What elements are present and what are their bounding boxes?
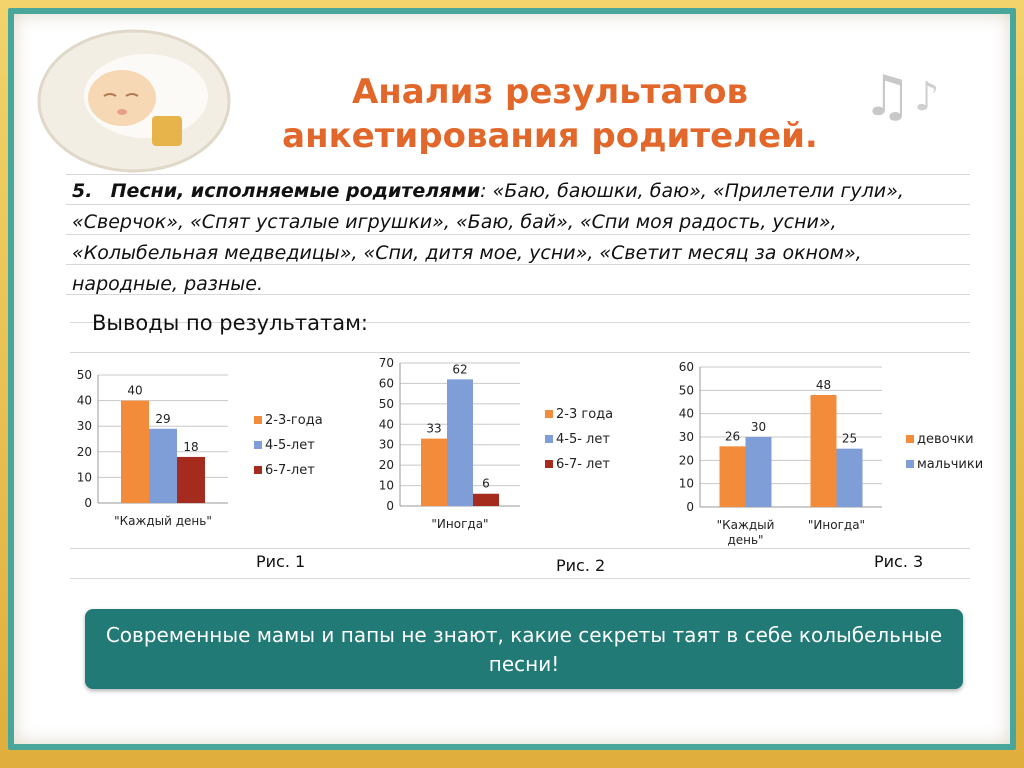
songs-paragraph: 5. Песни, исполняемые родителями: «Баю, … — [72, 176, 962, 300]
bar — [810, 395, 837, 507]
x-tick-label: день" — [727, 533, 763, 547]
legend-swatch — [545, 435, 553, 443]
bar — [421, 438, 447, 506]
title-line-2: анкетирования родителей. — [282, 116, 818, 156]
bar — [836, 448, 863, 507]
y-tick-label: 50 — [679, 383, 694, 397]
y-tick-label: 20 — [679, 453, 694, 467]
bar — [719, 446, 746, 507]
songs-number: 5. — [72, 180, 93, 202]
x-tick-label: "Каждый — [717, 518, 775, 532]
y-tick-label: 30 — [77, 419, 92, 433]
legend-swatch — [545, 460, 553, 468]
sleeping-baby-image — [37, 29, 231, 173]
y-tick-label: 0 — [686, 500, 694, 514]
y-tick-label: 30 — [379, 438, 394, 452]
legend-swatch — [254, 441, 262, 449]
songs-heading: Песни, исполняемые родителями — [110, 180, 481, 202]
y-tick-label: 40 — [679, 407, 694, 421]
legend-entry: 6-7-лет — [265, 463, 315, 478]
y-tick-label: 10 — [77, 470, 92, 484]
y-tick-label: 40 — [77, 394, 92, 408]
y-tick-label: 40 — [379, 417, 394, 431]
x-tick-label: "Каждый день" — [114, 514, 212, 528]
bar — [473, 493, 499, 506]
chart-1: 0 10 20 30 40 50 40 29 18 "Каждый день" 2-3-года 4-… — [77, 368, 323, 528]
figure-2-label: Рис. 2 — [556, 556, 606, 575]
svg-text:♫: ♫ — [862, 64, 912, 129]
x-tick-label: "Иногда" — [431, 517, 488, 531]
figure-3-label: Рис. 3 — [874, 552, 924, 571]
legend-entry: девочки — [917, 432, 974, 447]
data-label: 48 — [816, 378, 831, 392]
y-tick-label: 60 — [679, 360, 694, 374]
legend-swatch — [545, 410, 553, 418]
y-tick-label: 30 — [679, 430, 694, 444]
music-notes-icon: ♫ ♪ — [862, 64, 940, 129]
y-tick-label: 50 — [77, 368, 92, 382]
songs-text: : «Баю, баюшки, баю», «Прилетели гули», … — [72, 180, 904, 295]
data-label: 40 — [127, 384, 142, 398]
legend-entry: 2-3-года — [265, 413, 323, 428]
data-label: 62 — [452, 362, 467, 376]
y-tick-label: 60 — [379, 376, 394, 390]
bar — [177, 456, 205, 503]
data-label: 33 — [426, 422, 441, 436]
legend-entry: 6-7- лет — [556, 457, 610, 472]
data-label: 18 — [183, 440, 198, 454]
legend-entry: 4-5-лет — [265, 438, 315, 453]
chart-2: 0 10 20 30 40 50 60 70 33 62 6 "Иногда" 2-3 года 4-5-… — [379, 356, 613, 531]
legend-swatch — [906, 435, 914, 443]
legend-entry: 2-3 года — [556, 407, 613, 422]
y-tick-label: 0 — [386, 499, 394, 513]
svg-text:♪: ♪ — [914, 74, 940, 120]
x-tick-label: "Иногда" — [808, 518, 865, 532]
y-tick-label: 10 — [379, 479, 394, 493]
legend-swatch — [906, 460, 914, 468]
data-label: 30 — [751, 420, 766, 434]
y-tick-label: 70 — [379, 356, 394, 370]
legend-swatch — [254, 466, 262, 474]
y-tick-label: 10 — [679, 477, 694, 491]
conclusions-label: Выводы по результатам: — [92, 311, 369, 335]
title-line-1: Анализ результатов — [351, 72, 748, 112]
bar — [149, 428, 177, 503]
data-label: 6 — [482, 477, 490, 491]
bar — [121, 400, 149, 503]
data-label: 25 — [842, 432, 857, 446]
y-tick-label: 20 — [77, 445, 92, 459]
legend-entry: 4-5- лет — [556, 432, 610, 447]
data-label: 29 — [155, 412, 170, 426]
legend-entry: мальчики — [917, 457, 983, 472]
bar — [745, 437, 772, 507]
figure-1-label: Рис. 1 — [256, 552, 306, 571]
data-label: 26 — [725, 429, 740, 443]
legend-swatch — [254, 416, 262, 424]
y-tick-label: 0 — [84, 496, 92, 510]
y-tick-label: 50 — [379, 397, 394, 411]
y-tick-label: 20 — [379, 458, 394, 472]
page-title: Анализ результатов анкетирования родител… — [230, 70, 870, 158]
bar — [447, 379, 473, 506]
conclusion-banner: Современные мамы и папы не знают, какие … — [85, 609, 963, 689]
banner-text: Современные мамы и папы не знают, какие … — [105, 623, 943, 676]
